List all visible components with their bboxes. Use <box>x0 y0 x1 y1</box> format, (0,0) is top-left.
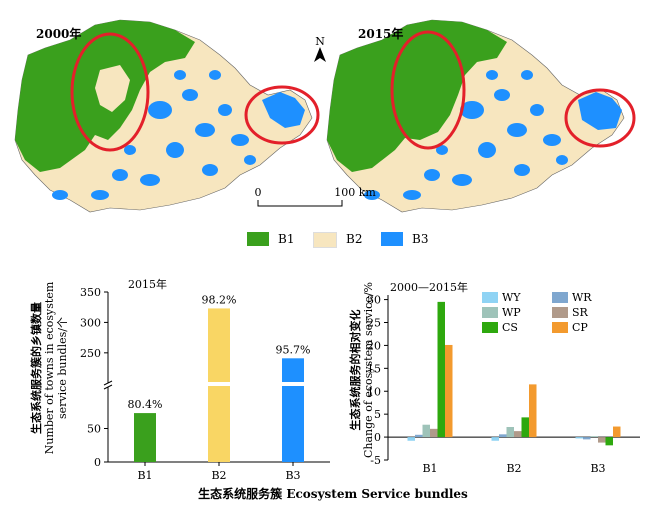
chart1-xtick-label: B1 <box>137 469 152 482</box>
chart2-xtick-label: B1 <box>422 462 437 475</box>
svg-text:Number of towns in ecosystem: Number of towns in ecosystem <box>43 281 56 454</box>
chart1-axis-break-2 <box>103 384 113 390</box>
chart1-bar-b1 <box>134 413 156 462</box>
svg-text:N: N <box>315 35 325 48</box>
map-2015-circle-west <box>390 30 466 150</box>
chart2-legend-label-cs: CS <box>502 321 518 334</box>
chart2-legend-swatch-wp <box>482 307 498 318</box>
chart2-ytick-label: 15 <box>367 362 381 375</box>
chart2-bar-b2-cp <box>529 384 537 438</box>
chart2-bar-b1-cp <box>445 344 453 438</box>
change-bar-chart: 生态系统服务的相对变化 Change of ecosystem service/… <box>348 280 640 475</box>
chart2-ytick-label: 20 <box>367 339 381 352</box>
chart1-bar-break <box>207 382 231 386</box>
chart2-legend-swatch-sr <box>552 307 568 318</box>
map-2000: 2000年 <box>14 19 320 213</box>
map-2015: 2015年 <box>326 19 636 213</box>
chart2-legend-label-wy: WY <box>502 291 521 304</box>
chart2-bar-b2-cs <box>521 417 529 438</box>
scale-bar: 0 100 km <box>255 186 376 207</box>
legend-b1-swatch <box>247 232 269 246</box>
legend-b2-swatch <box>313 232 337 248</box>
legend-b2-label: B2 <box>346 232 363 246</box>
chart2-bar-b1-wy <box>407 437 415 441</box>
chart2-xtick-label: B2 <box>506 462 521 475</box>
chart2-ytick-label: 5 <box>374 408 381 421</box>
chart2-ytick-label: -5 <box>370 454 381 467</box>
chart1-xtick-label: B3 <box>285 469 300 482</box>
chart1-ylabel: 生态系统服务簇的乡镇数量 Number of towns in ecosyste… <box>29 281 69 454</box>
legend-b3-swatch <box>381 232 403 246</box>
map-2000-circle-west <box>70 32 150 152</box>
chart2-bar-b1-sr <box>430 428 438 438</box>
chart2-ytick-label: 10 <box>367 385 381 398</box>
chart2-legend-swatch-wy <box>482 292 498 303</box>
chart2-bar-b1-cs <box>437 301 445 438</box>
chart2-bar-b3-cp <box>613 426 621 438</box>
chart2-bar-b2-sr <box>514 431 522 438</box>
scale-end: 100 km <box>334 186 376 199</box>
chart2-legend-swatch-wr <box>552 292 568 303</box>
chart2-bar-b1-wp <box>422 424 430 438</box>
svg-text:生态系统服务的相对变化: 生态系统服务的相对变化 <box>348 310 362 431</box>
chart2-bar-b3-sr <box>598 437 606 443</box>
chart1-ytick-label: 0 <box>94 456 101 469</box>
map-2015-label: 2015年 <box>358 26 403 41</box>
legend-b1-label: B1 <box>278 232 295 246</box>
scale-start: 0 <box>255 186 262 199</box>
north-arrow-icon: N <box>314 35 326 62</box>
chart1-ytick-label: 250 <box>80 347 101 360</box>
svg-text:service bundles/个: service bundles/个 <box>56 317 69 419</box>
chart1-title: 2015年 <box>128 277 167 291</box>
chart1-bar-break <box>281 382 305 386</box>
chart2-legend-label-cp: CP <box>572 321 588 334</box>
chart2-bar-b2-wy <box>491 437 499 441</box>
chart2-bar-b3-wy <box>575 437 583 439</box>
chart1-bar-b3 <box>282 358 304 462</box>
chart1-ytick-label: 50 <box>87 423 101 436</box>
chart2-ytick-label: 0 <box>374 431 381 444</box>
chart2-xtick-label: B3 <box>590 462 605 475</box>
chart2-bar-b3-cs <box>605 437 613 446</box>
chart1-ytick-label: 300 <box>80 316 101 329</box>
chart2-bar-b2-wp <box>506 427 514 438</box>
map-2015-region-b3 <box>364 70 622 200</box>
shared-xlabel: 生态系统服务簇 Ecosystem Service bundles <box>198 487 468 501</box>
towns-bar-chart: 生态系统服务簇的乡镇数量 Number of towns in ecosyste… <box>29 277 330 482</box>
map-2000-region-b2-patch <box>95 65 130 112</box>
chart2-bar-b3-wp <box>590 436 598 438</box>
chart2-ylabel: 生态系统服务的相对变化 Change of ecosystem service/… <box>348 282 375 458</box>
chart1-xtick-label: B2 <box>211 469 226 482</box>
chart2-bar-b2-wr <box>499 434 507 438</box>
maps-panel: 2000年 2015年 N 0 100 km <box>14 19 636 213</box>
legend-b3-label: B3 <box>412 232 429 246</box>
chart2-legend-label-wr: WR <box>572 291 592 304</box>
chart2-legend-label-wp: WP <box>502 306 521 319</box>
chart2-legend-label-sr: SR <box>572 306 589 319</box>
chart2-bar-b1-wr <box>415 434 423 438</box>
map-2015-circle-east <box>564 88 636 148</box>
chart1-axis-break-1 <box>103 380 113 386</box>
map-2000-label: 2000年 <box>36 26 81 41</box>
svg-text:生态系统服务簇的乡镇数量: 生态系统服务簇的乡镇数量 <box>29 302 43 434</box>
map-2000-circle-east <box>244 85 320 145</box>
chart2-legend-swatch-cp <box>552 322 568 333</box>
map-2000-region-b3 <box>52 70 305 200</box>
chart1-ytick-label: 350 <box>80 286 101 299</box>
chart2-bar-b3-wr <box>583 437 591 440</box>
chart1-data-label: 98.2% <box>202 293 237 306</box>
chart2-ytick-label: 25 <box>367 317 381 330</box>
chart2-legend-swatch-cs <box>482 322 498 333</box>
chart1-data-label: 80.4% <box>128 398 163 411</box>
svg-text:Change of ecosystem service/%: Change of ecosystem service/% <box>362 282 375 458</box>
map-2015-region-b1 <box>327 20 507 172</box>
chart2-ytick-label: 30 <box>367 294 381 307</box>
chart2-title: 2000—2015年 <box>390 280 468 294</box>
chart1-data-label: 95.7% <box>276 343 311 356</box>
